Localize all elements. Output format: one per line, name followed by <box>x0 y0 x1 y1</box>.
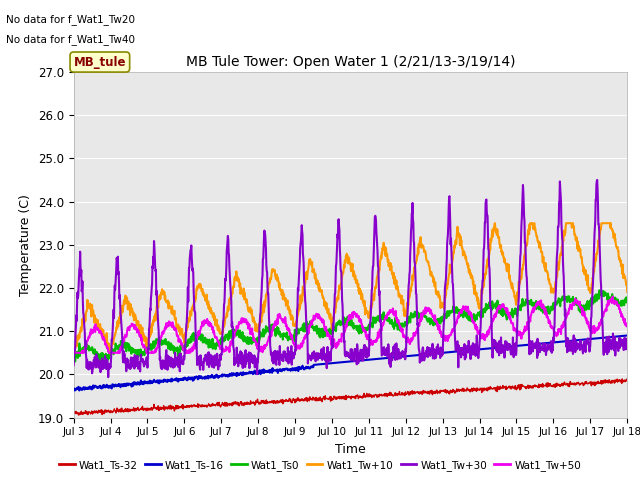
Text: MB_tule: MB_tule <box>74 56 126 69</box>
Legend: Wat1_Ts-32, Wat1_Ts-16, Wat1_Ts0, Wat1_Tw+10, Wat1_Tw+30, Wat1_Tw+50: Wat1_Ts-32, Wat1_Ts-16, Wat1_Ts0, Wat1_T… <box>55 456 585 475</box>
Title: MB Tule Tower: Open Water 1 (2/21/13-3/19/14): MB Tule Tower: Open Water 1 (2/21/13-3/1… <box>186 56 515 70</box>
Text: No data for f_Wat1_Tw40: No data for f_Wat1_Tw40 <box>6 34 136 45</box>
X-axis label: Time: Time <box>335 443 366 456</box>
Text: No data for f_Wat1_Tw20: No data for f_Wat1_Tw20 <box>6 14 136 25</box>
Y-axis label: Temperature (C): Temperature (C) <box>19 194 32 296</box>
